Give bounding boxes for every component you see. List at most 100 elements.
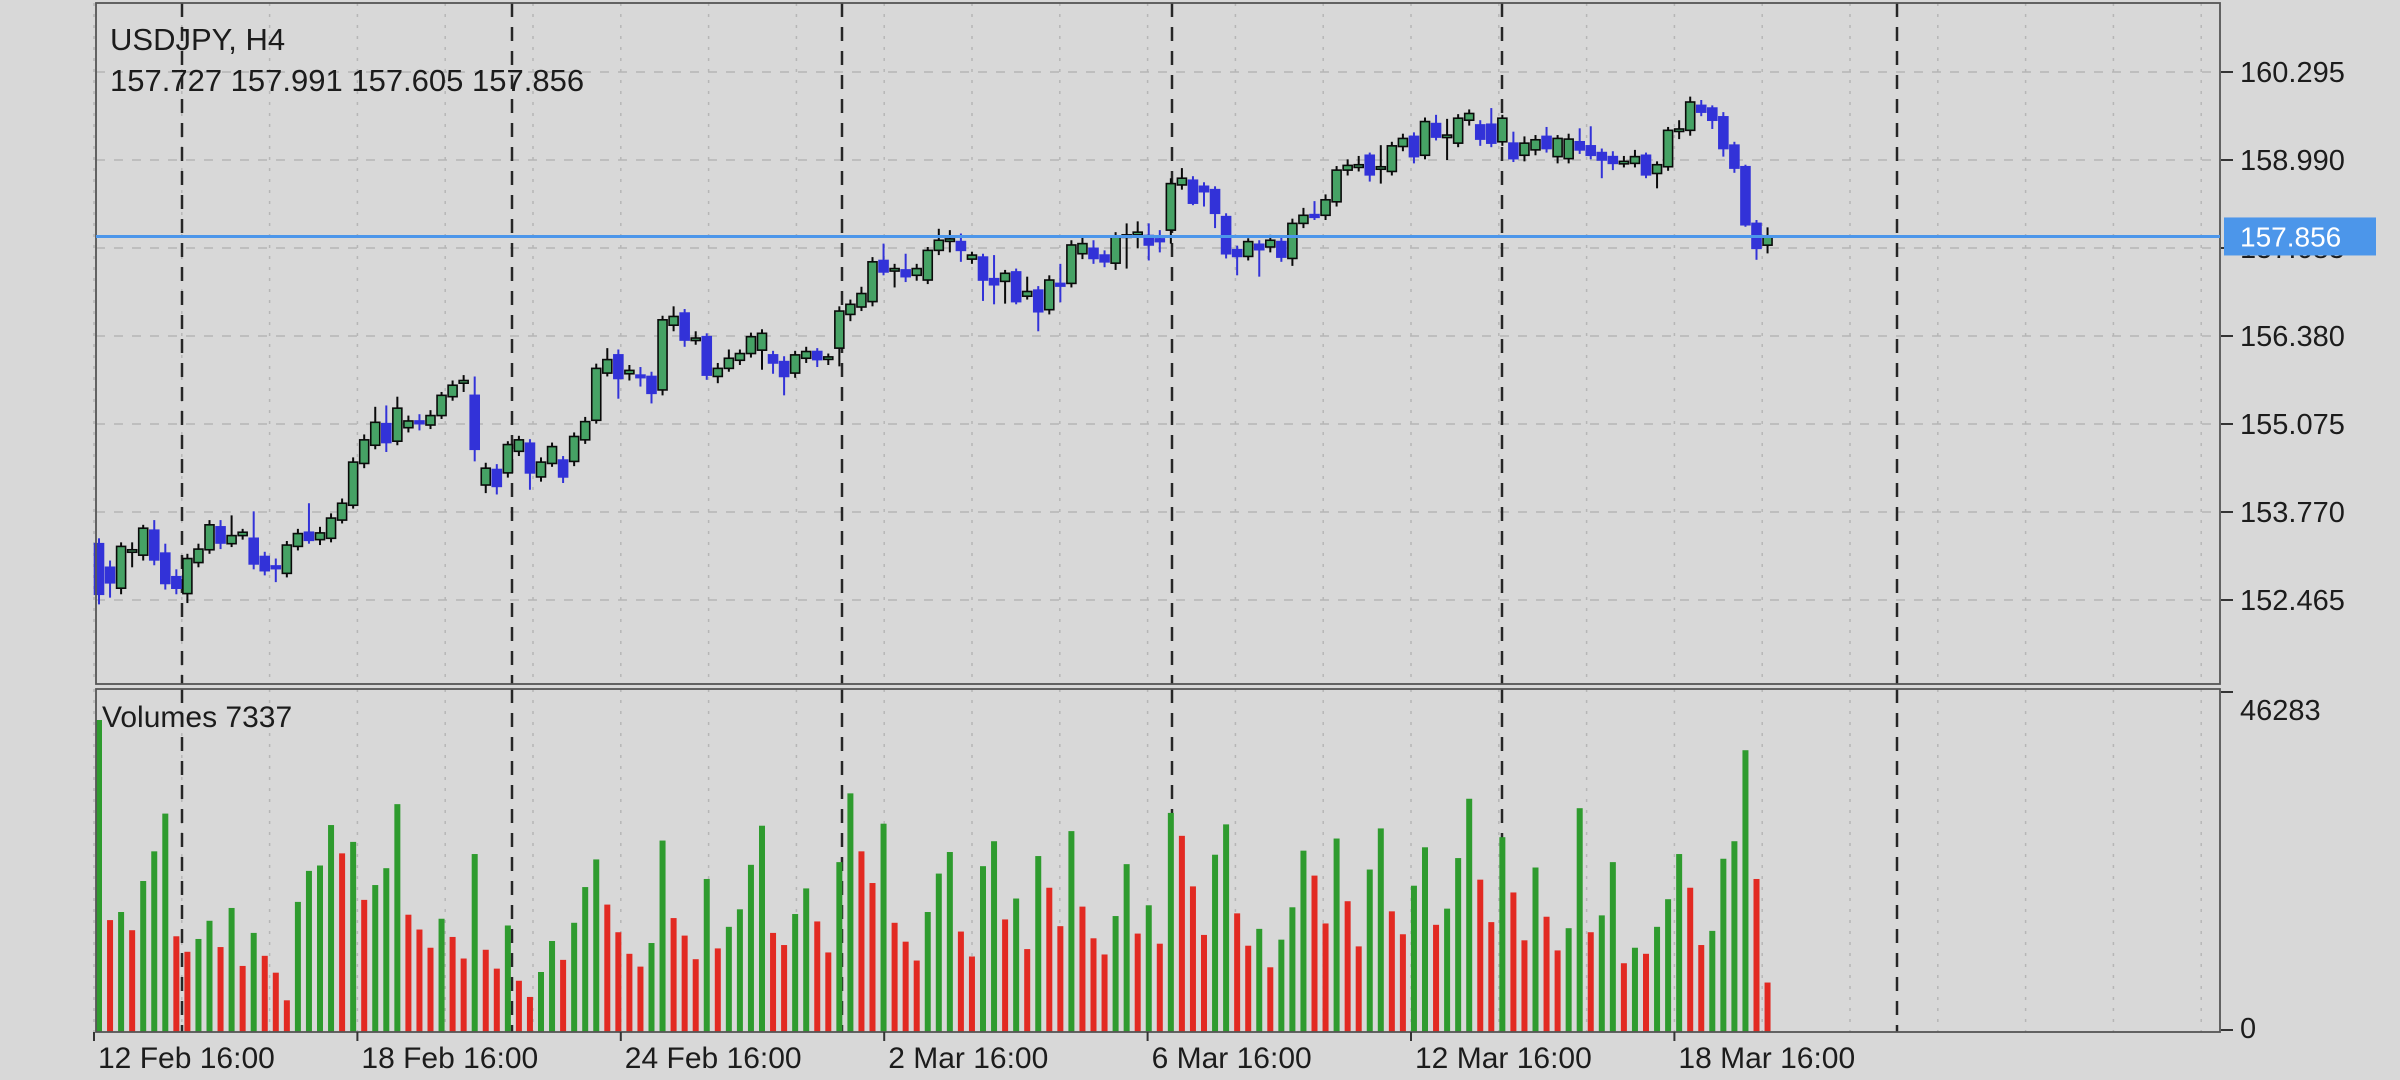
volume-bar — [560, 959, 567, 1032]
bull-candle — [204, 524, 215, 551]
bull-candle — [1419, 120, 1431, 157]
volume-bars-layer — [96, 720, 1771, 1032]
price-axis-label: 160.295 — [2240, 57, 2345, 89]
bull-candle — [1552, 137, 1563, 158]
volume-bar — [913, 960, 920, 1032]
bull-candle — [1662, 129, 1674, 168]
volume-bar — [1631, 947, 1638, 1032]
volume-bar — [991, 841, 998, 1032]
volume-bar — [328, 825, 335, 1032]
volume-bar — [1024, 949, 1031, 1032]
volume-bar — [1742, 750, 1749, 1032]
price-axis-label: 153.770 — [2240, 497, 2345, 529]
volume-bar — [770, 932, 777, 1032]
volume-bar — [206, 920, 213, 1032]
volume-bar — [1344, 901, 1351, 1032]
volume-bar — [1676, 854, 1683, 1032]
volume-bar — [162, 813, 169, 1032]
volume-axis[interactable]: 46283 0 — [2221, 691, 2321, 1045]
volume-bar — [1355, 946, 1362, 1032]
volume-bar — [1002, 919, 1009, 1032]
volume-bar — [747, 864, 754, 1032]
grid-layer — [93, 3, 2220, 1032]
price-axis[interactable]: 160.295158.990157.685156.380155.075153.7… — [2221, 57, 2345, 617]
time-axis[interactable]: 12 Feb 16:00 18 Feb 16:00 24 Feb 16:00 2 Ma… — [93, 1032, 1855, 1075]
bull-candle — [193, 548, 204, 564]
bear-candle — [1541, 135, 1552, 150]
volume-bar — [1521, 940, 1528, 1032]
bull-candle — [845, 303, 856, 316]
ohlc-readout: 157.727 157.991 157.605 157.856 — [110, 63, 584, 98]
bear-candle — [1187, 179, 1199, 204]
volume-bar — [394, 804, 401, 1032]
bear-candle — [1408, 135, 1420, 158]
volume-bar — [1598, 915, 1605, 1032]
bull-candle — [590, 367, 602, 422]
volume-bar — [582, 887, 589, 1032]
volume-bar — [1013, 898, 1020, 1032]
bull-candle — [911, 267, 923, 277]
volume-bar — [1267, 967, 1274, 1032]
volume-bar — [449, 936, 456, 1032]
bull-candle — [933, 239, 945, 252]
bull-candle — [1265, 239, 1276, 248]
bull-candle — [1132, 231, 1143, 236]
bear-candle — [1055, 282, 1066, 287]
bull-candle — [1242, 240, 1254, 258]
bear-candle — [613, 354, 624, 380]
volume-bar — [814, 921, 821, 1032]
bear-candle — [1032, 289, 1044, 313]
bull-candle — [1452, 117, 1464, 144]
bear-candle — [104, 566, 116, 584]
volume-bar — [1455, 858, 1462, 1032]
volume-bar — [228, 907, 235, 1032]
bull-candle — [1331, 169, 1342, 203]
volume-bar — [261, 955, 268, 1032]
volume-bar — [593, 859, 600, 1032]
bear-candle — [270, 565, 282, 570]
bull-candle — [601, 358, 613, 374]
volume-bar — [1510, 892, 1517, 1032]
bull-candle — [1497, 117, 1508, 143]
volume-bar — [1565, 928, 1572, 1032]
bull-candle — [425, 414, 436, 426]
volume-bar — [504, 925, 511, 1032]
bull-candle — [657, 319, 668, 391]
volume-bar — [681, 935, 688, 1032]
volume-bar — [1300, 850, 1307, 1032]
volume-bar — [1068, 831, 1075, 1032]
bull-candle — [624, 369, 635, 375]
bull-candle — [1673, 128, 1685, 133]
volume-bar — [1764, 982, 1771, 1032]
bull-candle — [1651, 163, 1663, 175]
bear-candle — [148, 529, 160, 561]
volume-bar — [1035, 856, 1042, 1032]
bear-candle — [767, 354, 779, 364]
time-axis-label: 2 Mar 16:00 — [888, 1042, 1048, 1075]
bull-candle — [1353, 163, 1364, 169]
volume-bar — [96, 720, 102, 1032]
volume-bar — [825, 952, 832, 1032]
bull-candle — [668, 315, 679, 327]
bear-candle — [248, 537, 259, 565]
bear-candle — [1574, 140, 1585, 151]
bear-candle — [1718, 116, 1729, 150]
volume-bar — [1576, 808, 1583, 1032]
volume-bar — [438, 918, 445, 1032]
volume-bar — [515, 980, 522, 1032]
bull-candle — [999, 272, 1011, 283]
bear-candle — [988, 277, 1000, 286]
volume-bar — [1377, 828, 1384, 1032]
bear-candle — [1707, 107, 1718, 122]
bull-candle — [447, 384, 458, 398]
bear-candle — [701, 335, 713, 376]
bear-candle — [557, 459, 569, 478]
volume-bar — [493, 968, 500, 1032]
volume-bar — [405, 914, 412, 1032]
bull-candle — [358, 439, 370, 465]
bear-candle — [778, 360, 790, 378]
time-axis-label: 12 Feb 16:00 — [98, 1042, 275, 1075]
bull-candle — [1618, 160, 1630, 165]
bull-candle — [690, 337, 702, 342]
